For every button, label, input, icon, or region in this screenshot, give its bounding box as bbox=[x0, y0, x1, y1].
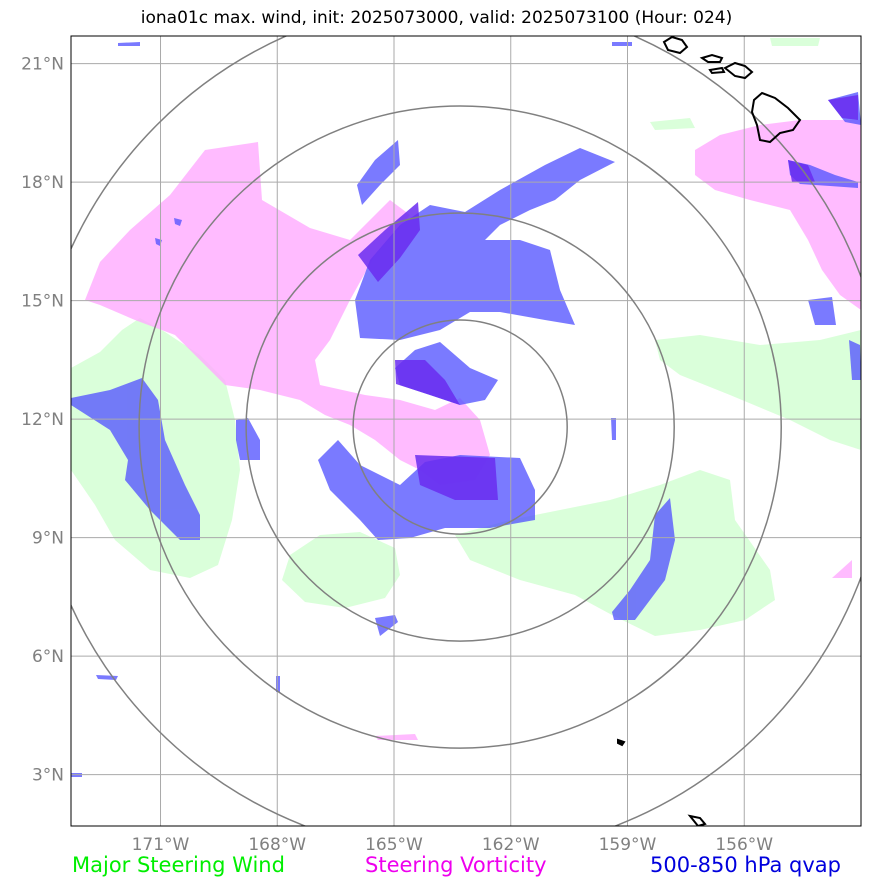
range-ring bbox=[245, 212, 675, 642]
vorticity-area-southeast bbox=[832, 560, 852, 578]
qvap-area-northern bbox=[355, 148, 615, 340]
island-molokai bbox=[708, 66, 726, 75]
longitude-tick-labels: 171°W 168°W 165°W 162°W 159°W 156°W bbox=[132, 835, 774, 855]
qvap-area-southeast-band bbox=[612, 498, 675, 620]
vorticity-area-east bbox=[695, 120, 861, 310]
qvap-area-small-west bbox=[236, 418, 260, 460]
qvap-area-far-east-2 bbox=[849, 340, 861, 380]
qvap-vorticity-overlap bbox=[358, 95, 858, 500]
wind-area-central bbox=[282, 532, 400, 608]
island-oahu bbox=[699, 53, 724, 63]
island-maui bbox=[723, 61, 754, 80]
legend-steering-wind: Major Steering Wind bbox=[72, 853, 285, 877]
range-ring bbox=[352, 319, 568, 535]
graticule bbox=[71, 36, 861, 826]
longitude-tick-label: 159°W bbox=[599, 835, 657, 855]
map-title: iona01c max. wind, init: 2025073000, val… bbox=[140, 8, 733, 28]
longitude-tick-label: 156°W bbox=[715, 835, 773, 855]
qvap-speck-4 bbox=[174, 218, 182, 226]
wind-area-north-corner bbox=[770, 38, 820, 46]
overlap-area-2 bbox=[395, 360, 460, 405]
island-speck-south bbox=[617, 738, 626, 747]
qvap-area-nw-finger bbox=[357, 140, 400, 205]
latitude-tick-label: 18°N bbox=[21, 173, 64, 193]
qvap-speck-1 bbox=[118, 42, 140, 46]
qvap-area-small-south bbox=[375, 615, 398, 636]
island-kauai bbox=[662, 36, 689, 55]
range-ring bbox=[138, 105, 782, 749]
latitude-tick-label: 15°N bbox=[21, 292, 64, 312]
legend-steering-vorticity: Steering Vorticity bbox=[365, 853, 547, 877]
wind-area-far-east bbox=[655, 330, 861, 450]
range-rings bbox=[71, 36, 861, 826]
latitude-tick-label: 9°N bbox=[32, 529, 64, 549]
island-big-island bbox=[750, 91, 802, 144]
overlap-area-5 bbox=[828, 95, 858, 120]
latitude-tick-labels: 21°N 18°N 15°N 12°N 9°N 6°N 3°N bbox=[21, 55, 64, 786]
qvap-area-west-band bbox=[71, 378, 200, 540]
longitude-tick-label: 171°W bbox=[132, 835, 190, 855]
plot-frame bbox=[70, 35, 862, 827]
vorticity-area-south bbox=[375, 734, 418, 740]
longitude-tick-label: 162°W bbox=[482, 835, 540, 855]
longitude-tick-label: 168°W bbox=[248, 835, 306, 855]
qvap-speck-6 bbox=[611, 418, 616, 440]
qvap-speck-2 bbox=[612, 42, 632, 46]
longitude-tick-label: 165°W bbox=[365, 835, 423, 855]
wind-area-north bbox=[650, 118, 695, 130]
qvap-area-far-east bbox=[808, 297, 836, 325]
overlap-area-3 bbox=[415, 455, 498, 500]
legend-qvap: 500-850 hPa qvap bbox=[650, 853, 841, 877]
latitude-tick-label: 12°N bbox=[21, 410, 64, 430]
latitude-tick-label: 6°N bbox=[32, 647, 64, 667]
hawaii-coastline bbox=[617, 36, 802, 826]
wind-area-east bbox=[455, 470, 775, 636]
overlap-area-4 bbox=[788, 160, 815, 182]
latitude-tick-label: 21°N bbox=[21, 55, 64, 75]
latitude-tick-label: 3°N bbox=[32, 766, 64, 786]
island-speck-bottom bbox=[687, 814, 707, 826]
overlap-area-1 bbox=[358, 202, 420, 282]
